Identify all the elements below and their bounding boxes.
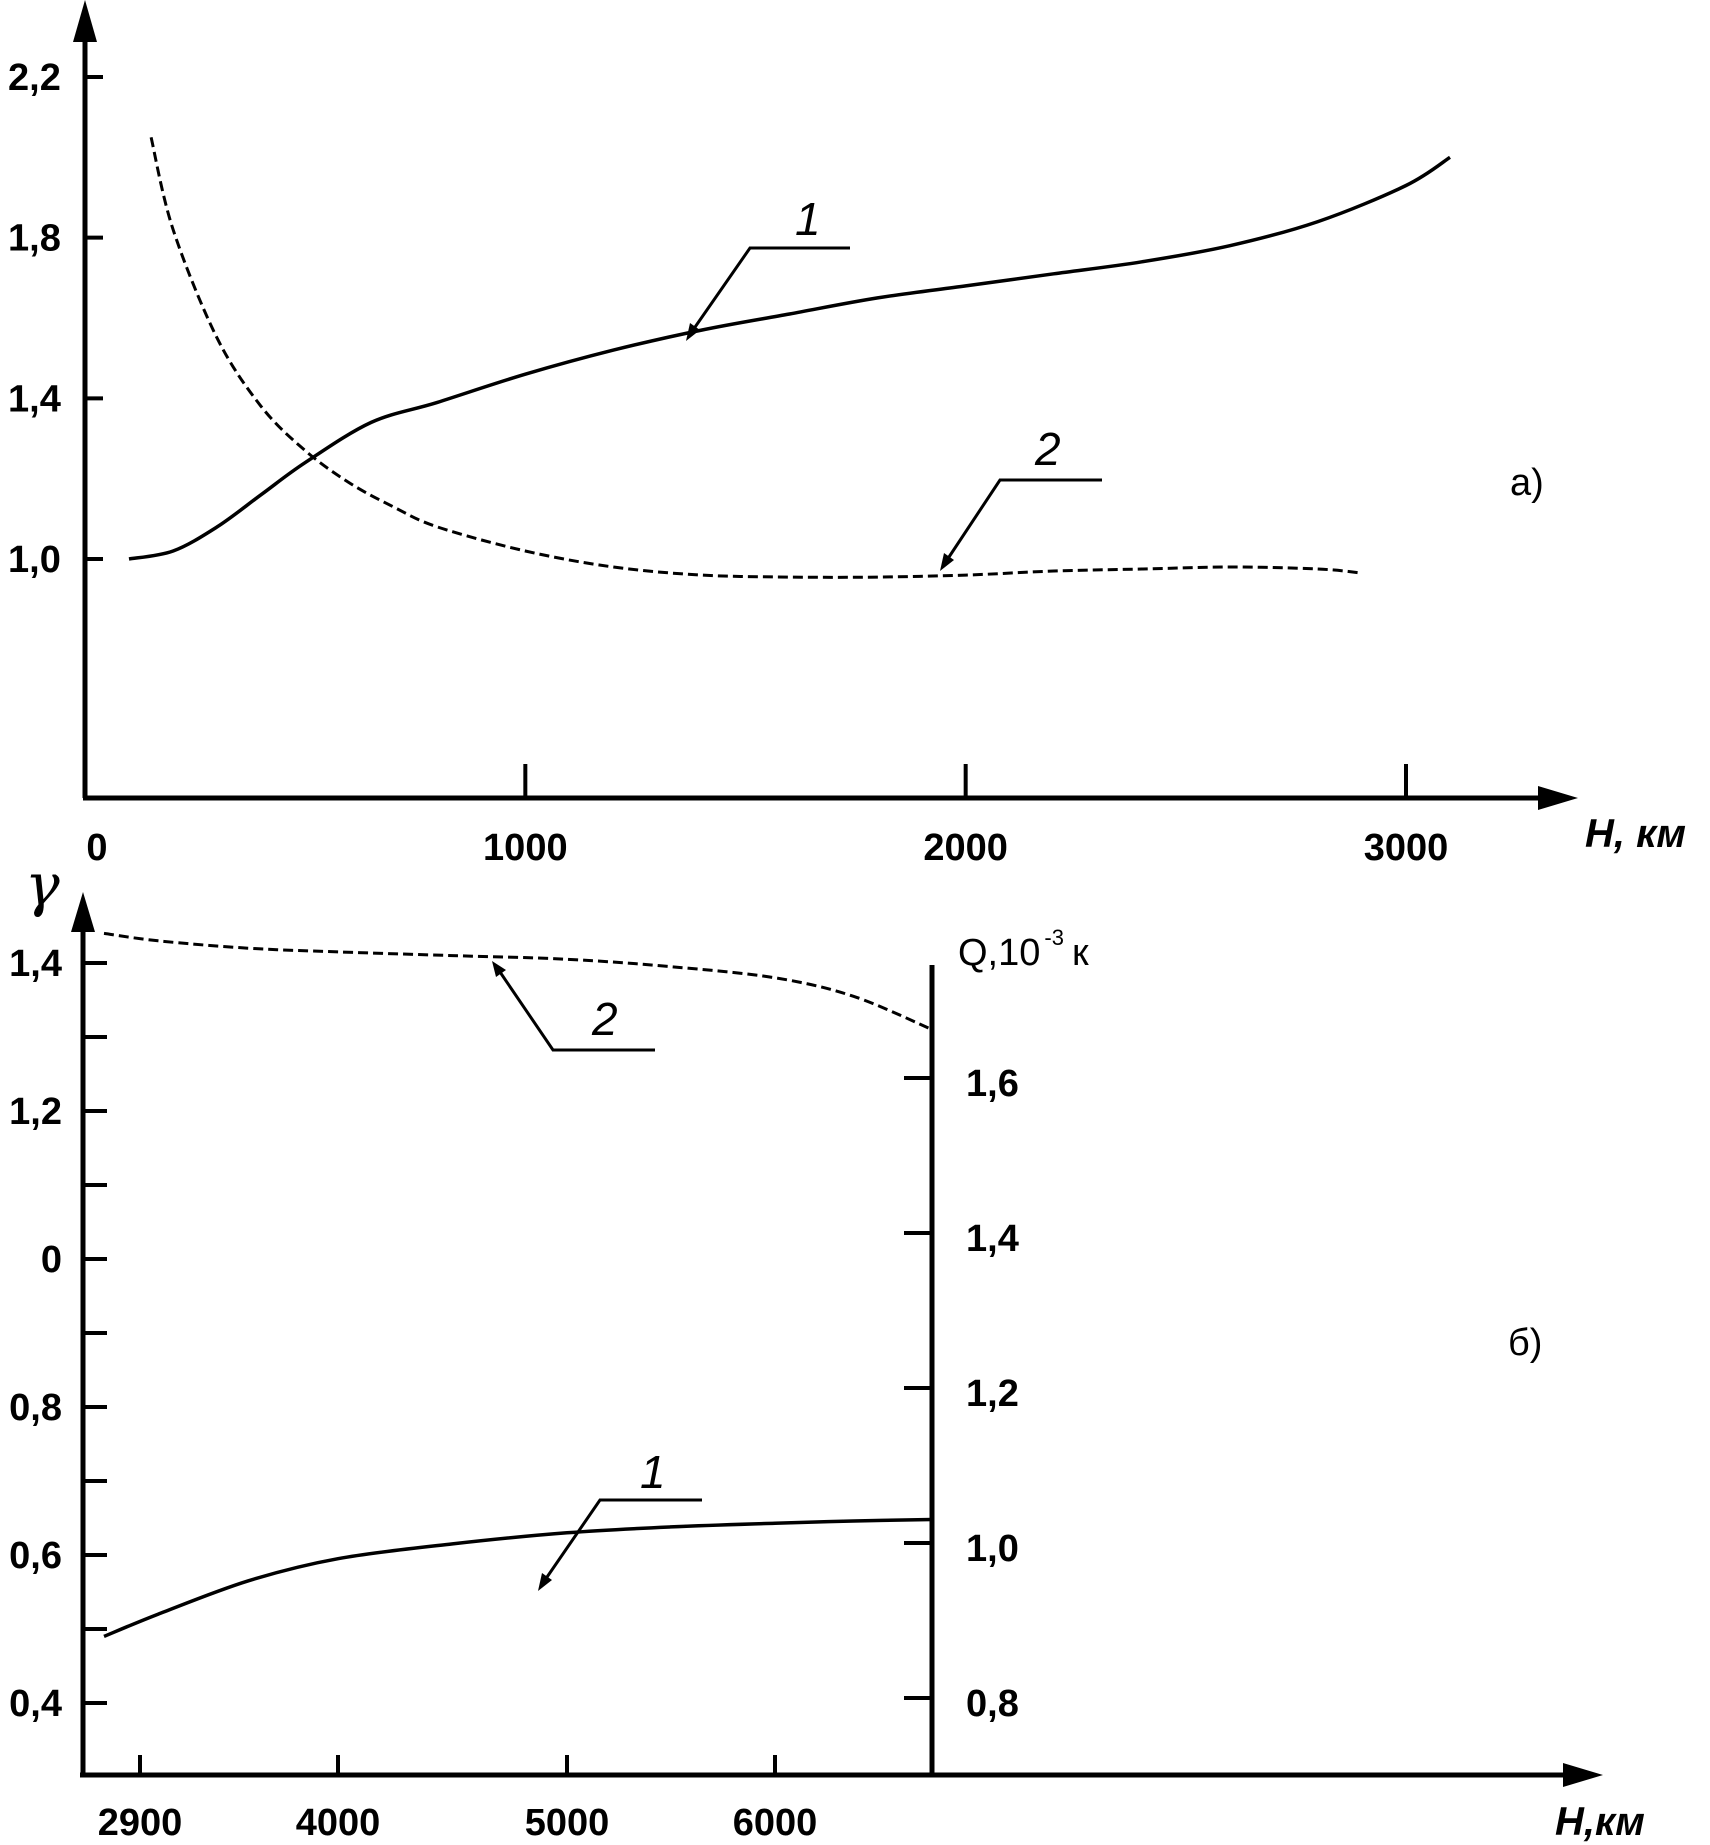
panel-b-x-ticks: 2900 4000 5000 6000 (98, 1755, 818, 1844)
panel-b-curve-2-label-group: 2 (492, 961, 655, 1052)
panel-a-series-2-line (149, 136, 1363, 579)
panel-a-curve-2-arrowhead (940, 553, 954, 571)
panel-b-q-axis-title-exponent: -3 (1044, 925, 1064, 950)
panel-b-q-tick-label: 0,8 (966, 1683, 1019, 1725)
panel-b-y-axis-title: γ (25, 851, 60, 919)
panel-a-curve-1-label-group: 1 (686, 193, 850, 341)
panel-a-curve-2-label: 2 (1034, 423, 1061, 475)
panel-a-x-axis-arrow (1538, 786, 1578, 810)
panel-a-x-tick-label: 3000 (1364, 827, 1449, 869)
panel-b-curve-1-label-group: 1 (538, 1446, 702, 1591)
panel-a-curve-1-leader (691, 246, 850, 331)
panel-b-x-tick-label: 5000 (525, 1802, 610, 1844)
panel-b-q-tick-label: 1,2 (966, 1373, 1019, 1415)
panel-a-series-1-line (128, 155, 1451, 561)
panel-b-y-ticks: 0,4 0,6 0,8 0 1,2 1,4 (9, 943, 107, 1725)
panel-a-y-ticks: 1,0 1,4 1,8 2,2 (8, 57, 103, 581)
panel-a-x-tick-label: 2000 (923, 827, 1008, 869)
panel-b-curve-1-arrowhead (538, 1573, 552, 1591)
panel-a-x-tick-label: 0 (86, 827, 107, 869)
panel-b: γ H,км Q,10 -3 к 2900 4000 5000 6000 0,40,60,… (9, 851, 1645, 1844)
panel-b-y-tick-label: 0 (41, 1239, 62, 1281)
panel-b-y-tick-label: 0,6 (9, 1535, 62, 1577)
panel-b-q-tick-label: 1,0 (966, 1528, 1019, 1570)
panel-b-y-tick-label: 1,2 (9, 1091, 62, 1133)
panel-b-q-axis-title-unit: к (1072, 932, 1089, 974)
panel-b-curve-1-leader (543, 1498, 702, 1581)
panel-b-x-tick-label: 2900 (98, 1802, 183, 1844)
panel-a-y-tick-label: 2,2 (8, 57, 61, 99)
panel-b-curve-1-label: 1 (640, 1446, 666, 1498)
panel-b-curve-2-label: 2 (591, 993, 618, 1045)
panel-b-y-axis-arrow (71, 892, 95, 932)
panel-a-x-ticks: 0 1000 2000 3000 (86, 764, 1448, 869)
panel-b-y-tick-label: 0,8 (9, 1387, 62, 1429)
panel-a-y-tick-label: 1,0 (8, 539, 61, 581)
panel-b-x-axis-title: H,км (1555, 1800, 1645, 1844)
panel-b-x-axis-arrow (1563, 1763, 1603, 1787)
panel-b-y-tick-label: 0,4 (9, 1683, 62, 1725)
panel-a-label: а) (1510, 462, 1544, 504)
panel-b-curve-2-leader (498, 971, 655, 1052)
panel-b-series-1-line (103, 1517, 933, 1639)
panel-b-series-2-line (103, 931, 933, 1031)
panel-a-y-axis-arrow (73, 0, 97, 42)
panel-a-y-tick-label: 1,4 (8, 378, 61, 420)
panel-a-x-axis-title: H, км (1585, 812, 1686, 856)
panel-a-curve-1-label: 1 (795, 193, 821, 245)
panel-b-y-tick-label: 1,4 (9, 943, 62, 985)
panel-a-y-tick-label: 1,8 (8, 218, 61, 260)
panel-b-label: б) (1508, 1322, 1542, 1364)
panel-a: 0 1000 2000 3000 1,0 1,4 1,8 2,2 H, км 1 2 а) (8, 0, 1686, 869)
panel-b-q-axis-title-base: Q,10 (958, 932, 1040, 974)
panel-a-curve-2-leader (945, 478, 1102, 561)
panel-a-curve-1-arrowhead (686, 323, 700, 341)
panel-b-q-tick-label: 1,4 (966, 1218, 1019, 1260)
panel-b-q-tick-label: 1,6 (966, 1063, 1019, 1105)
panel-b-q-ticks: 0,8 1,0 1,2 1,4 1,6 (904, 1063, 1019, 1725)
panel-a-x-tick-label: 1000 (483, 827, 568, 869)
panel-a-curve-2-label-group: 2 (940, 423, 1102, 571)
panel-b-curve-2-arrowhead (492, 961, 506, 977)
panel-b-x-tick-label: 6000 (733, 1802, 818, 1844)
panel-b-x-tick-label: 4000 (296, 1802, 381, 1844)
panel-b-q-axis-title: Q,10 -3 к (958, 925, 1089, 974)
